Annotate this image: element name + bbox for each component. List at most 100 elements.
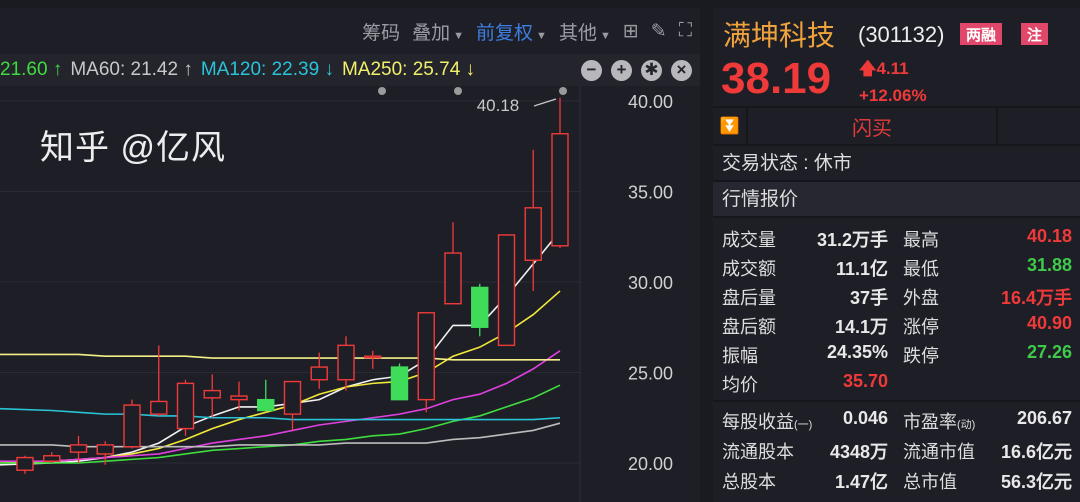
quote-value: 31.88 <box>1026 255 1072 275</box>
quote-row: 盘后量 37手 外盘 16.4万手 <box>722 284 1072 310</box>
candle <box>16 455 34 474</box>
high-arrow-icon <box>533 98 557 107</box>
zoom-in-icon[interactable]: + <box>611 59 632 81</box>
fund-label: 每股收益(一) <box>722 412 813 432</box>
candle <box>524 149 542 292</box>
last-price: 38.19 <box>721 54 832 103</box>
stock-code: (301132) <box>858 22 945 47</box>
fullscreen-icon[interactable]: ⛶ <box>678 20 692 41</box>
marker-dot[interactable] <box>454 87 462 95</box>
fund-label: 流通市值 <box>903 442 975 462</box>
overlay-label: 叠加 <box>412 22 451 44</box>
candle <box>257 379 275 412</box>
y-tick-label: 25.00 <box>628 364 673 384</box>
candle <box>283 380 302 431</box>
y-tick-label: 35.00 <box>628 183 673 203</box>
candle <box>471 283 489 337</box>
quote-value: 40.90 <box>1026 313 1072 333</box>
candle <box>96 441 114 465</box>
y-tick-label: 30.00 <box>628 273 673 293</box>
ma-value: 21.60 ↑ <box>0 59 63 80</box>
quote-value: 11.1亿 <box>835 259 888 279</box>
candle <box>123 399 141 449</box>
quote-value: 31.2万手 <box>816 230 888 250</box>
other-dropdown[interactable]: 其他 ▼ <box>559 18 611 45</box>
quote-panel: 满坤科技 (301132) 两融 注 38.19 🡅4.11 +12.06% ⏬… <box>713 8 1080 502</box>
marker-dot[interactable] <box>559 87 567 95</box>
adjust-dropdown[interactable]: 前复权 ▼ <box>476 18 547 45</box>
candle-body <box>69 444 88 453</box>
candle-body <box>497 234 516 347</box>
candle-body <box>390 366 409 401</box>
fund-label: 流通股本 <box>722 442 794 462</box>
quote-label: 涨停 <box>903 317 939 337</box>
settings-icon[interactable]: ✱ <box>641 59 662 81</box>
adjust-label: 前复权 <box>476 22 534 44</box>
other-label: 其他 <box>558 22 597 44</box>
close-icon[interactable]: × <box>671 59 692 81</box>
arrow-up-icon: 🡅 <box>859 59 877 78</box>
fundamentals-table: 每股收益(一) 0.046 市盈率(动) 206.67 流通股本 4348万 流通… <box>713 400 1080 502</box>
candle-body <box>310 366 328 381</box>
candle <box>203 374 221 418</box>
quote-value: 40.18 <box>1026 226 1072 246</box>
ma-value: MA120: 22.39 ↓ <box>200 59 334 80</box>
ma-value: MA250: 25.74 ↓ <box>341 59 476 80</box>
candle <box>551 97 569 248</box>
candlestick-chart[interactable]: 40.00 35.00 30.00 25.00 20.00 40.18 <box>0 0 710 502</box>
quote-value: 14.1万 <box>834 317 888 337</box>
stock-name: 满坤科技 <box>723 20 836 51</box>
candle <box>364 350 382 369</box>
candle-body <box>123 404 141 448</box>
quote-value: 16.4万手 <box>1000 288 1072 308</box>
quote-label: 成交额 <box>722 259 776 279</box>
candle <box>444 222 462 305</box>
quote-row: 振幅 24.35% 跌停 27.26 <box>722 342 1072 368</box>
candle-body <box>337 344 355 381</box>
candle <box>176 379 195 436</box>
margin-tag[interactable]: 两融 <box>960 23 1003 45</box>
candle-body <box>551 133 569 247</box>
candle-body <box>203 389 221 399</box>
price-change: 4.11 <box>876 59 909 78</box>
fund-label: 总股本 <box>722 472 776 492</box>
quote-label: 均价 <box>722 375 758 395</box>
quote-value: 27.26 <box>1026 342 1072 362</box>
collapse-icon[interactable]: ⏬ <box>713 108 748 144</box>
candle <box>497 234 516 347</box>
candle-body <box>364 355 382 359</box>
y-tick-label: 40.00 <box>628 92 673 112</box>
zoom-out-icon[interactable]: − <box>581 59 602 81</box>
chart-toolbar: 筹码 叠加 ▼ 前复权 ▼ 其他 ▼ ⊞ ✎ ⛶ <box>362 16 692 46</box>
overlay-dropdown[interactable]: 叠加 ▼ <box>412 18 464 45</box>
candle <box>150 345 168 416</box>
quote-label: 盘后额 <box>722 317 776 337</box>
trade-status: 交易状态 : 休市 <box>713 144 1080 180</box>
note-tag[interactable]: 注 <box>1021 23 1049 45</box>
brush-icon[interactable]: ✎ <box>650 20 667 42</box>
candle-body <box>417 312 435 401</box>
fundamental-row: 总股本 1.47亿 总市值 56.3亿元 <box>722 468 1072 494</box>
quote-row: 均价 35.70 <box>722 371 1072 397</box>
candle <box>230 381 248 411</box>
quote-label: 盘后量 <box>722 288 776 308</box>
marker-dot[interactable] <box>378 87 386 95</box>
fund-value: 206.67 <box>1016 408 1072 428</box>
fund-label: 市盈率(动) <box>903 412 976 432</box>
quote-value: 37手 <box>849 288 888 308</box>
chips-button[interactable]: 筹码 <box>362 22 401 44</box>
ma-line <box>0 353 560 361</box>
candle <box>390 363 409 401</box>
candle-body <box>150 400 168 415</box>
quote-row: 盘后额 14.1万 涨停 40.90 <box>722 313 1072 339</box>
candle-body <box>524 207 542 261</box>
chevron-down-icon: ▼ <box>453 29 465 42</box>
fundamental-row: 每股收益(一) 0.046 市盈率(动) 206.67 <box>722 408 1072 434</box>
layout-grid-icon[interactable]: ⊞ <box>622 20 639 42</box>
candle-body <box>230 395 248 401</box>
flash-buy-button[interactable]: 闪买 <box>748 108 998 144</box>
trade-bar: ⏬ 闪买 <box>713 106 1080 144</box>
candle-body <box>283 380 302 415</box>
chevron-down-icon: ▼ <box>536 29 547 42</box>
candle <box>417 312 435 413</box>
